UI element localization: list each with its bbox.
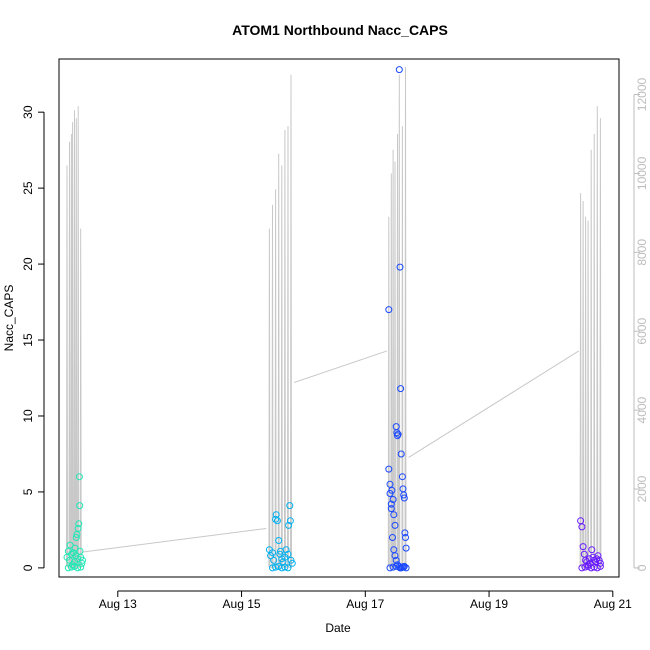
point-series-2-25 bbox=[284, 564, 292, 572]
point-series-3-36 bbox=[389, 563, 397, 571]
point-series-1-24 bbox=[74, 564, 82, 572]
point-series-2-17 bbox=[286, 517, 294, 525]
point-series-3-22 bbox=[385, 465, 393, 473]
right-tick-label-6000: 6000 bbox=[635, 318, 649, 345]
line-layer bbox=[66, 66, 602, 570]
point-series-3-8 bbox=[393, 429, 401, 437]
point-series-3-35 bbox=[386, 564, 394, 572]
point-series-1-4 bbox=[67, 550, 75, 558]
point-series-2-20 bbox=[269, 564, 276, 572]
left-axis: 0 5 10 15 20 25 30 bbox=[21, 105, 45, 571]
x-tick-label-21: Aug 21 bbox=[594, 597, 632, 611]
point-series-3-2 bbox=[387, 500, 395, 508]
point-series-4-23 bbox=[596, 562, 604, 570]
point-series-2-16 bbox=[286, 502, 294, 510]
chart-title: ATOM1 Northbound Nacc_CAPS bbox=[232, 22, 448, 38]
point-series-1-19 bbox=[78, 559, 86, 567]
point-series-1-21 bbox=[64, 564, 72, 572]
left-tick-label-5: 5 bbox=[21, 488, 35, 495]
point-series-4-17 bbox=[578, 564, 586, 572]
point-series-4-7 bbox=[585, 555, 593, 563]
right-tick-label-0: 0 bbox=[635, 564, 649, 571]
line-connector-1 bbox=[81, 527, 267, 553]
point-series-3-4 bbox=[389, 496, 397, 503]
point-series-3-17 bbox=[400, 491, 408, 499]
point-series-2-13 bbox=[282, 546, 290, 554]
point-series-3-18 bbox=[400, 494, 408, 502]
point-series-3-10 bbox=[394, 430, 402, 438]
point-series-2-4 bbox=[272, 515, 280, 523]
point-series-1-8 bbox=[71, 544, 79, 552]
point-series-3-20 bbox=[402, 534, 409, 541]
right-tick-label-2000: 2000 bbox=[635, 475, 649, 502]
y-axis-label: Nacc_CAPS bbox=[2, 285, 16, 352]
point-series-3-13 bbox=[397, 385, 405, 393]
line-connector-2 bbox=[293, 350, 388, 383]
right-tick-label-8000: 8000 bbox=[635, 239, 649, 266]
point-series-2-15 bbox=[285, 521, 293, 529]
point-series-1-14 bbox=[75, 520, 83, 528]
point-series-3-21 bbox=[402, 544, 410, 552]
point-series-3-37 bbox=[392, 562, 400, 570]
point-series-3-23 bbox=[386, 480, 394, 488]
point-series-1-16 bbox=[76, 502, 84, 510]
right-tick-label-12000: 12000 bbox=[635, 77, 649, 111]
point-series-1-20 bbox=[79, 556, 86, 564]
right-tick-label-4000: 4000 bbox=[635, 396, 649, 423]
x-axis: Aug 13 Aug 15 Aug 17 Aug 19 Aug 21 bbox=[99, 590, 632, 611]
line-series-burst-4 bbox=[579, 106, 602, 569]
point-series-3-0 bbox=[385, 306, 393, 314]
left-tick-label-10: 10 bbox=[21, 409, 35, 423]
point-series-1-3 bbox=[66, 541, 74, 549]
left-tick-label-25: 25 bbox=[21, 181, 35, 195]
right-axis: 0 2000 4000 6000 8000 10000 12000 bbox=[633, 77, 649, 571]
point-series-4-2 bbox=[579, 543, 587, 551]
point-series-1-13 bbox=[74, 524, 82, 532]
point-series-3-24 bbox=[387, 505, 395, 513]
point-series-2-24 bbox=[281, 563, 289, 571]
point-series-3-25 bbox=[389, 534, 396, 541]
point-series-2-2 bbox=[269, 549, 276, 557]
x-tick-label-19: Aug 19 bbox=[470, 597, 508, 611]
plot-frame bbox=[58, 58, 620, 578]
left-tick-label-0: 0 bbox=[21, 564, 35, 571]
point-series-2-3 bbox=[270, 556, 278, 564]
point-series-3-14 bbox=[397, 450, 405, 458]
point-series-3-11 bbox=[395, 66, 403, 74]
x-tick-label-17: Aug 17 bbox=[346, 597, 384, 611]
line-connector-3 bbox=[408, 350, 580, 458]
point-series-2-6 bbox=[273, 517, 281, 525]
x-axis-label: Date bbox=[325, 621, 351, 635]
point-series-3-6 bbox=[391, 521, 399, 529]
point-series-3-15 bbox=[398, 473, 406, 481]
left-tick-label-30: 30 bbox=[21, 105, 35, 119]
point-series-3-19 bbox=[401, 529, 409, 537]
left-tick-label-15: 15 bbox=[21, 333, 35, 347]
point-series-2-8 bbox=[276, 550, 284, 558]
point-series-3-33 bbox=[400, 562, 408, 570]
point-series-3-38 bbox=[396, 564, 404, 572]
point-series-3-27 bbox=[391, 552, 399, 560]
point-series-3-3 bbox=[388, 486, 396, 494]
point-series-3-39 bbox=[400, 563, 408, 571]
point-series-4-14 bbox=[594, 552, 602, 560]
x-tick-label-15: Aug 15 bbox=[223, 597, 261, 611]
point-series-1-15 bbox=[75, 473, 83, 481]
point-series-1-25 bbox=[77, 563, 85, 571]
point-series-1-10 bbox=[72, 534, 80, 541]
point-series-4-1 bbox=[578, 523, 586, 531]
right-tick-label-10000: 10000 bbox=[635, 156, 649, 190]
left-tick-label-20: 20 bbox=[21, 257, 35, 271]
point-series-3-5 bbox=[390, 511, 398, 519]
point-series-3-12 bbox=[396, 263, 404, 271]
point-series-2-19 bbox=[288, 559, 296, 567]
point-series-2-7 bbox=[275, 537, 283, 544]
x-tick-label-13: Aug 13 bbox=[99, 597, 137, 611]
point-series-2-14 bbox=[284, 550, 292, 558]
line-series-burst-1 bbox=[66, 106, 82, 570]
points-layer bbox=[63, 66, 604, 572]
line-series-burst-2 bbox=[268, 74, 292, 569]
point-series-4-9 bbox=[588, 546, 596, 554]
